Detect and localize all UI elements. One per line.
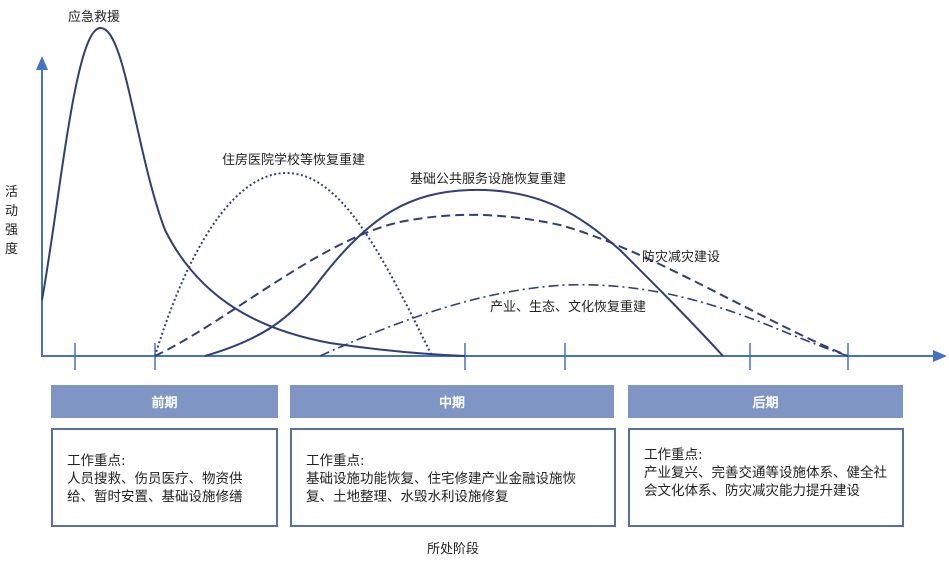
curve-label-industry-ecology-culture: 产业、生态、文化恢复重建: [490, 300, 647, 315]
x-axis-arrow: [933, 350, 947, 362]
curve-label-public-services: 基础公共服务设施恢复重建: [410, 172, 567, 187]
x-ticks: [74, 343, 849, 370]
y-axis-label: 活动强度: [5, 185, 19, 257]
curve-housing-rebuild: [154, 171, 433, 357]
phase-heading: 工作重点:: [644, 447, 703, 463]
curve-industry-ecology-culture: [319, 283, 849, 357]
phase-heading: 工作重点:: [306, 453, 365, 469]
curve-disaster-prevention: [154, 213, 849, 357]
axes: [36, 56, 947, 370]
phase-text: 基础设施功能恢复、住宅修建产业金融设施恢复、土地整理、水毁水利设施修复: [306, 471, 576, 505]
x-axis-label: 所处阶段: [427, 542, 480, 557]
phase-header-middle: 中期: [290, 385, 614, 418]
y-axis-arrow: [36, 56, 48, 70]
curve-emergency-rescue: [41, 26, 466, 357]
phase-box-middle: 工作重点: 基础设施功能恢复、住宅修建产业金融设施恢复、土地整理、水毁水利设施修…: [290, 428, 616, 527]
curve-label-emergency-rescue: 应急救援: [68, 10, 121, 25]
phase-heading: 工作重点:: [67, 453, 126, 469]
curve-label-housing-rebuild: 住房医院学校等恢复重建: [222, 153, 366, 168]
phase-header-late: 后期: [628, 385, 903, 418]
phase-box-late: 工作重点: 产业复兴、完善交通等设施体系、健全社会文化体系、防灾减灾能力提升建设: [628, 428, 904, 527]
curve-public-services: [204, 188, 724, 357]
phase-header-early: 前期: [51, 385, 278, 418]
phase-text: 人员搜救、伤员医疗、物资供给、暂时安置、基础设施修缮: [67, 471, 243, 505]
curve-label-disaster-prevention: 防灾减灾建设: [642, 250, 721, 265]
phase-text: 产业复兴、完善交通等设施体系、健全社会文化体系、防灾减灾能力提升建设: [644, 465, 887, 499]
phase-box-early: 工作重点: 人员搜救、伤员医疗、物资供给、暂时安置、基础设施修缮: [51, 428, 278, 527]
